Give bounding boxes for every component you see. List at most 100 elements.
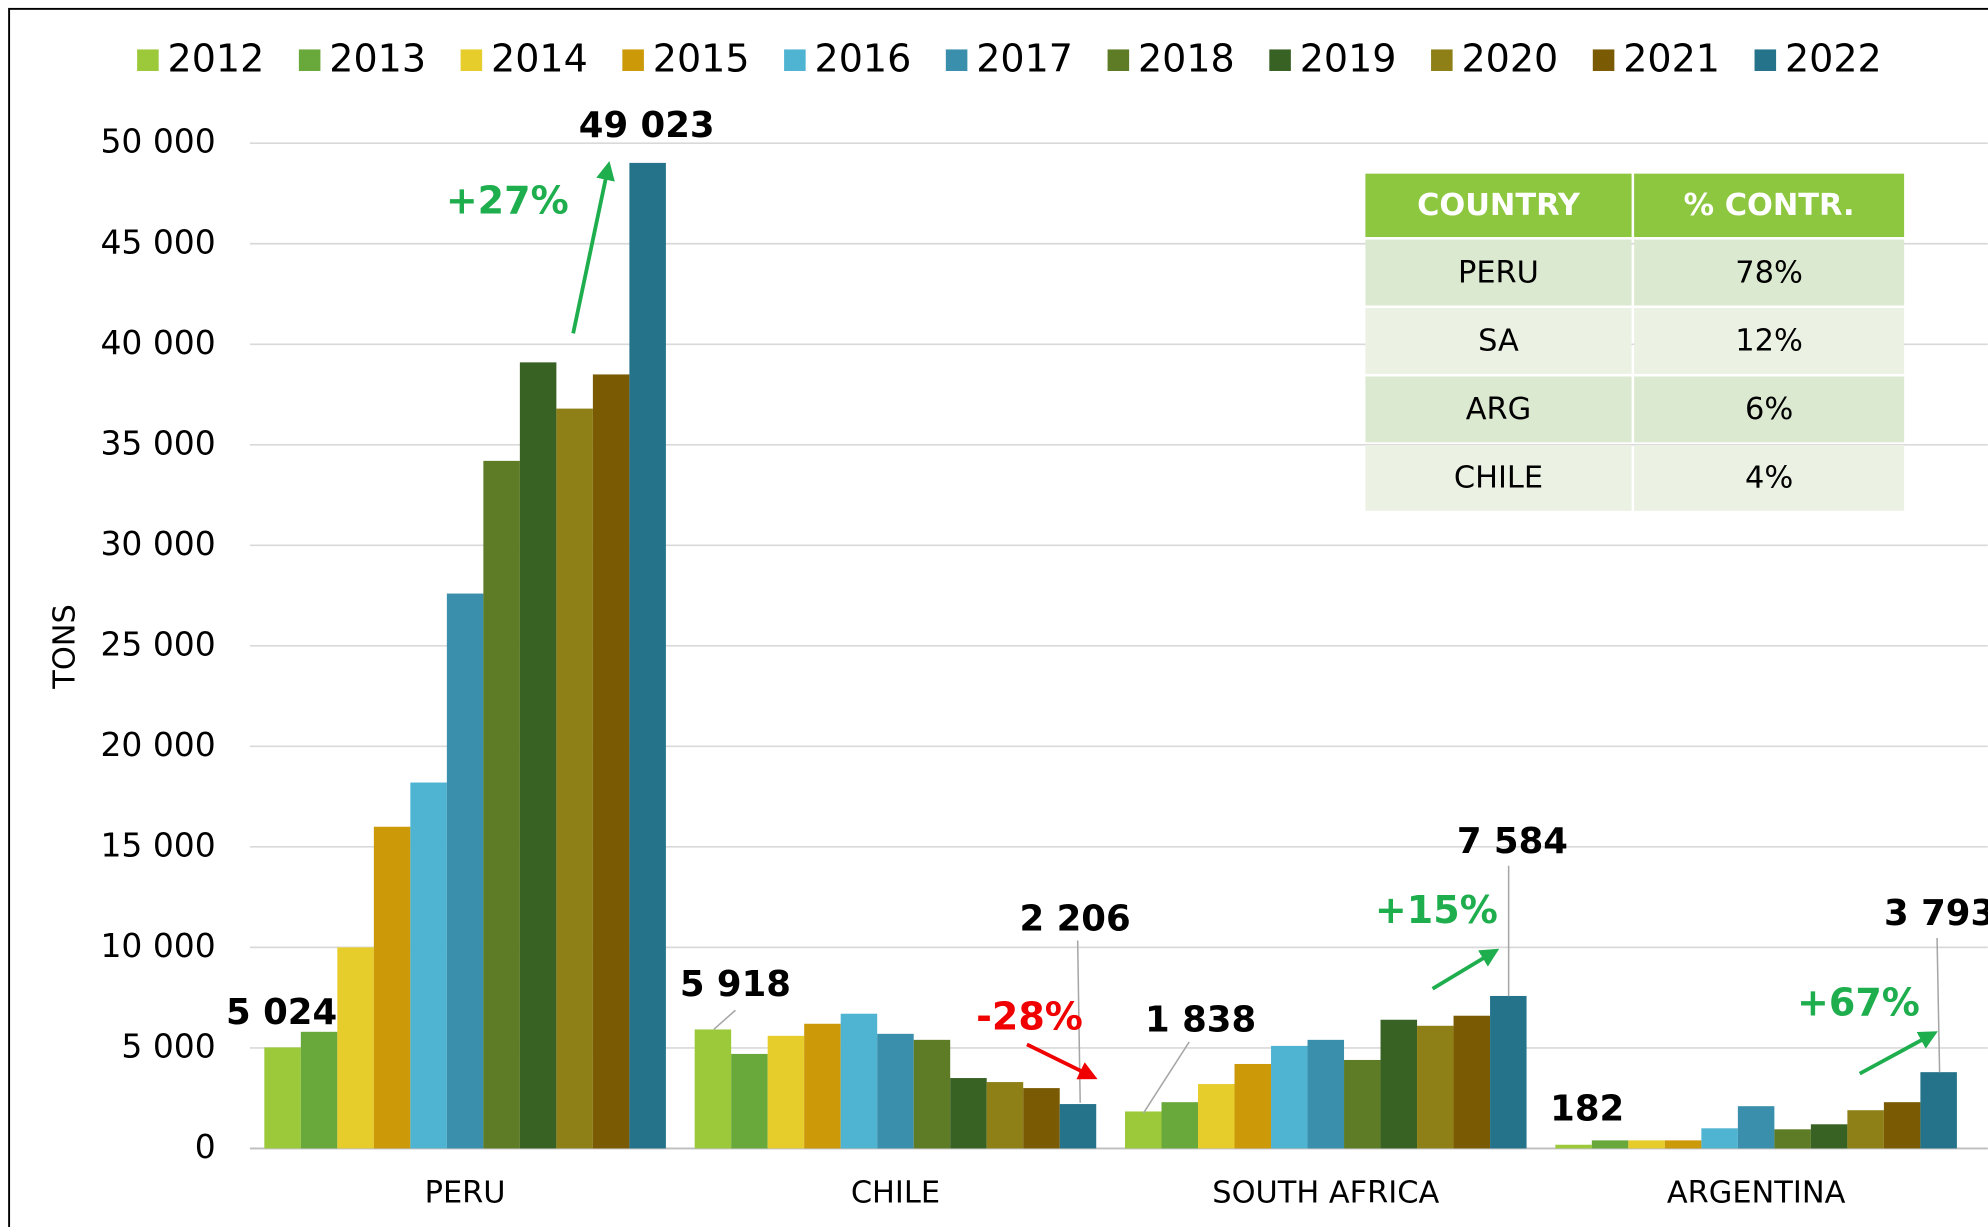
- bar: [1161, 1102, 1199, 1149]
- y-tick-label: 0: [195, 1127, 216, 1166]
- table-header-cell: [1365, 173, 1632, 238]
- leader-line: [1142, 1041, 1190, 1114]
- bar: [1198, 1084, 1235, 1149]
- data-label: 5 024: [226, 992, 337, 1033]
- bar: [556, 408, 593, 1149]
- table-cell-text: SA: [1478, 324, 1519, 359]
- legend-label: 2019: [1300, 36, 1397, 80]
- table-cell: [1365, 308, 1632, 374]
- y-tick-label: 10 000: [100, 926, 215, 965]
- table-cell-text: PERU: [1458, 255, 1539, 290]
- annotation-arrow: [1431, 948, 1500, 991]
- frame: [8, 7, 1988, 1231]
- bar: [913, 1039, 951, 1149]
- data-label: 7 584: [1457, 821, 1568, 862]
- bar: [1307, 1039, 1345, 1149]
- legend-swatch: [945, 49, 968, 71]
- legend-swatch: [1754, 49, 1777, 71]
- data-label: 2 206: [1020, 898, 1131, 939]
- y-tick-label: 35 000: [100, 423, 215, 462]
- table-cell-text: 4%: [1745, 461, 1793, 496]
- table-cell: [1634, 308, 1905, 374]
- y-tick-label: 40 000: [100, 323, 215, 362]
- legend-swatch: [1592, 49, 1615, 71]
- data-label: 3 793: [1884, 893, 1988, 934]
- table-header: COUNTRY: [1417, 188, 1581, 223]
- legend-label: 2012: [168, 36, 265, 80]
- bar: [877, 1033, 914, 1149]
- y-tick-label: 25 000: [100, 624, 215, 663]
- bar: [1453, 1015, 1491, 1149]
- legend-swatch: [1269, 49, 1291, 71]
- table-cell-text: 78%: [1735, 255, 1803, 290]
- bar: [373, 826, 411, 1149]
- bar: [1380, 1019, 1418, 1149]
- leader-line: [713, 1009, 736, 1030]
- bar: [1591, 1140, 1629, 1149]
- table-cell-text: ARG: [1466, 392, 1531, 427]
- bar: [410, 782, 447, 1149]
- bar: [986, 1082, 1024, 1149]
- bar: [1628, 1140, 1665, 1149]
- legend-label: 2015: [653, 36, 750, 80]
- legend-swatch: [1107, 49, 1130, 71]
- legend-swatch: [298, 49, 321, 71]
- bar: [804, 1023, 841, 1149]
- bar: [1271, 1045, 1308, 1149]
- legend-swatch: [460, 49, 483, 71]
- table-cell: [1365, 444, 1632, 511]
- legend-label: 2014: [491, 36, 588, 80]
- legend-label: 2018: [1138, 36, 1235, 80]
- bar: [1883, 1102, 1921, 1149]
- legend-label: 2017: [976, 36, 1073, 80]
- table-cell-text: 6%: [1745, 392, 1793, 427]
- y-tick-label: 50 000: [100, 122, 215, 161]
- table-cell: [1365, 376, 1632, 443]
- x-tick-label: PERU: [425, 1176, 506, 1211]
- bar: [483, 460, 520, 1149]
- bar: [1490, 995, 1527, 1149]
- legend-label: 2013: [329, 36, 426, 80]
- table-cell: [1634, 239, 1905, 306]
- annotation: -28%: [976, 995, 1083, 1039]
- annotation: +67%: [1797, 981, 1920, 1025]
- data-label: 1 838: [1145, 1000, 1256, 1041]
- legend-swatch: [622, 49, 644, 71]
- annotation: +15%: [1375, 888, 1498, 932]
- bar: [1125, 1111, 1162, 1149]
- bar: [1417, 1025, 1454, 1149]
- bar: [300, 1031, 338, 1149]
- y-tick-label: 30 000: [100, 524, 215, 563]
- data-label: 49 023: [579, 105, 715, 146]
- annotation-arrow: [1026, 1042, 1098, 1080]
- bar: [1555, 1144, 1592, 1149]
- bar: [1810, 1124, 1848, 1149]
- bar: [264, 1047, 301, 1149]
- y-tick-label: 15 000: [100, 825, 215, 864]
- annotation-arrow: [1858, 1031, 1938, 1076]
- legend-label: 2016: [815, 36, 912, 80]
- table-header-cell: [1634, 173, 1905, 238]
- bar: [1920, 1072, 1957, 1149]
- legend-label: 2020: [1461, 36, 1558, 80]
- y-tick-label: 20 000: [100, 725, 215, 764]
- bar: [694, 1029, 732, 1149]
- bar: [1059, 1104, 1097, 1149]
- bar: [519, 362, 557, 1149]
- x-tick-label: SOUTH AFRICA: [1212, 1176, 1439, 1211]
- legend-label: 2021: [1623, 36, 1720, 80]
- x-tick-label: ARGENTINA: [1667, 1176, 1846, 1211]
- legend-swatch: [137, 49, 159, 71]
- table-cell: [1365, 239, 1632, 306]
- bar: [446, 593, 484, 1149]
- bar: [1234, 1063, 1272, 1149]
- annotation: +27%: [446, 178, 569, 222]
- bar: [1847, 1110, 1884, 1149]
- table-cell: [1634, 376, 1905, 443]
- bar: [1774, 1129, 1811, 1149]
- legend-label: 2022: [1785, 36, 1882, 80]
- table-cell-text: 12%: [1735, 324, 1803, 359]
- bar: [731, 1053, 768, 1149]
- legend-swatch: [784, 49, 806, 71]
